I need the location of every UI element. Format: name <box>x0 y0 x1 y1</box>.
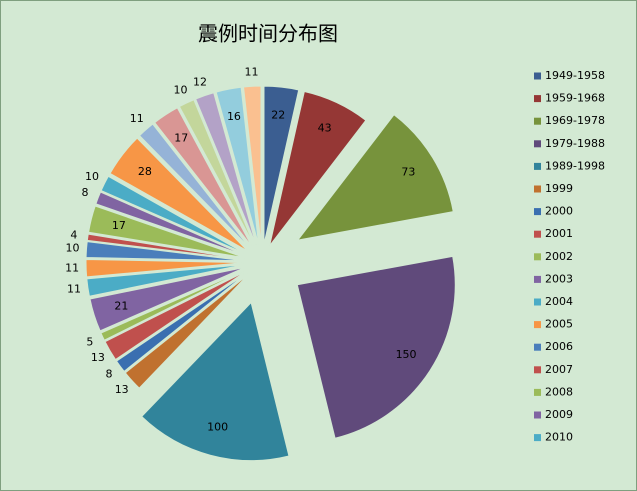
data-label: 22 <box>271 108 285 121</box>
data-label: 13 <box>115 383 129 396</box>
legend-label: 2010 <box>545 431 573 444</box>
legend-label: 2002 <box>545 250 573 263</box>
data-label: 10 <box>174 83 188 96</box>
data-label: 73 <box>401 166 415 179</box>
legend-label: 2005 <box>545 318 573 331</box>
data-label: 43 <box>318 121 332 134</box>
data-label: 17 <box>174 131 188 144</box>
data-label: 10 <box>65 242 79 255</box>
data-label: 11 <box>65 262 79 275</box>
pie-slice <box>100 175 247 255</box>
pie-slice <box>104 270 247 361</box>
data-label: 5 <box>86 336 93 349</box>
legend-swatch <box>534 117 541 125</box>
data-label: 13 <box>91 351 105 364</box>
data-label: 4 <box>70 228 77 241</box>
legend-label: 1959-1968 <box>545 92 605 105</box>
pie-slice <box>296 114 454 241</box>
pie-slice <box>215 86 260 245</box>
pie-slice <box>95 191 246 256</box>
pie-slice <box>86 233 245 260</box>
data-label: 28 <box>138 165 152 178</box>
data-label: 150 <box>396 348 417 361</box>
legend-label: 2000 <box>545 205 573 218</box>
data-label: 8 <box>105 368 112 381</box>
legend-swatch <box>534 140 541 148</box>
data-label: 100 <box>207 421 228 434</box>
pie-slice <box>85 241 245 262</box>
pie-slice <box>88 205 245 259</box>
data-label: 21 <box>114 300 128 313</box>
data-label: 16 <box>227 110 241 123</box>
legend-swatch <box>534 72 541 80</box>
data-label: 10 <box>85 170 99 183</box>
legend-swatch <box>534 95 541 103</box>
legend-swatch <box>534 275 541 283</box>
legend-swatch <box>534 366 541 374</box>
legend-label: 2007 <box>545 363 573 376</box>
legend-swatch <box>534 208 541 216</box>
legend-swatch <box>534 388 541 396</box>
pie-slice <box>140 301 290 462</box>
data-label: 11 <box>67 283 81 296</box>
legend-swatch <box>534 253 541 261</box>
pie-slice <box>100 269 246 341</box>
legend-swatch <box>534 298 541 306</box>
legend-swatch <box>534 230 541 238</box>
legend-label: 1969-1978 <box>545 114 605 127</box>
legend-label: 2008 <box>545 385 573 398</box>
legend-label: 1979-1988 <box>545 137 605 150</box>
legend-label: 1949-1958 <box>545 69 605 82</box>
data-label: 8 <box>82 186 89 199</box>
pie-slice <box>178 99 255 246</box>
data-label: 17 <box>112 219 126 232</box>
legend-label: 2001 <box>545 227 573 240</box>
pie-slice <box>85 258 245 278</box>
pie-slice <box>263 85 300 245</box>
pie-slice <box>269 90 367 247</box>
legend-label: 1999 <box>545 182 573 195</box>
chart-title: 震例时间分布图 <box>198 22 338 46</box>
pie-slice <box>296 255 456 439</box>
legend-label: 2006 <box>545 340 573 353</box>
legend-label: 2009 <box>545 408 573 421</box>
pie-slice <box>89 266 246 332</box>
pie-slice <box>124 273 250 389</box>
pie-slice <box>109 137 249 252</box>
data-label: 11 <box>130 112 144 125</box>
legend-label: 2003 <box>545 272 573 285</box>
legend-swatch <box>534 343 541 351</box>
data-label: 11 <box>244 65 258 78</box>
pie-slice <box>138 123 251 249</box>
legend-swatch <box>534 434 541 442</box>
pie-slice <box>115 272 248 373</box>
pie-slice <box>154 107 253 248</box>
pie-slice <box>242 85 262 245</box>
legend-swatch <box>534 321 541 329</box>
legend-swatch <box>534 411 541 419</box>
legend-swatch <box>534 162 541 170</box>
data-label: 12 <box>193 75 207 88</box>
pie-slice <box>86 264 245 297</box>
legend-swatch <box>534 185 541 193</box>
legend-label: 2004 <box>545 295 573 308</box>
pie-slice <box>195 92 257 246</box>
legend-label: 1989-1998 <box>545 159 605 172</box>
